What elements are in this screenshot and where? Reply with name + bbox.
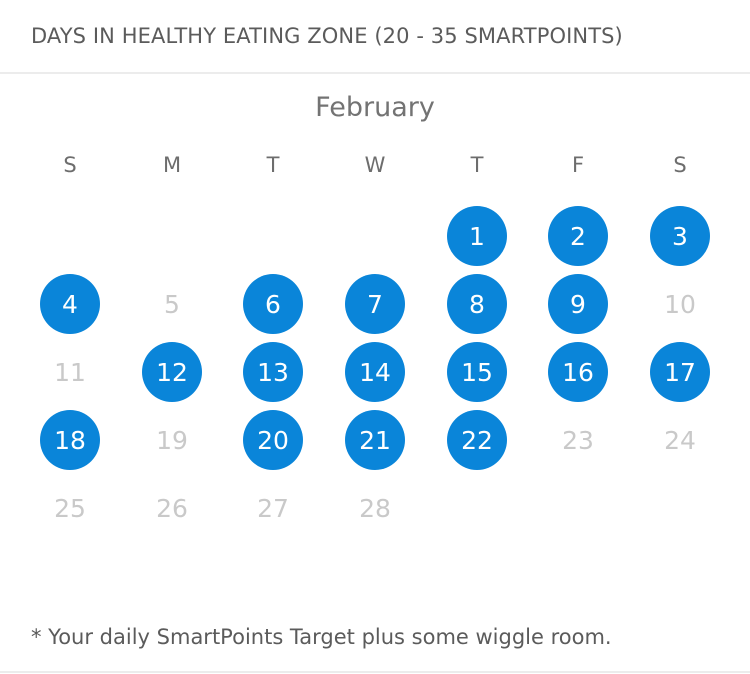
day-out-of-zone[interactable]: 19 [156, 425, 188, 455]
day-out-of-zone[interactable]: 10 [664, 289, 696, 319]
day-out-of-zone[interactable]: 11 [54, 357, 86, 387]
day-in-zone[interactable]: 7 [345, 274, 405, 334]
day-in-zone[interactable]: 1 [447, 206, 507, 266]
day-in-zone[interactable]: 14 [345, 342, 405, 402]
weekday-label: S [63, 153, 77, 177]
day-in-zone[interactable]: 18 [40, 410, 100, 470]
day-out-of-zone[interactable]: 5 [164, 289, 180, 319]
day-in-zone[interactable]: 4 [40, 274, 100, 334]
day-in-zone[interactable]: 17 [650, 342, 710, 402]
day-out-of-zone[interactable]: 27 [257, 493, 289, 523]
day-in-zone[interactable]: 2 [548, 206, 608, 266]
weekday-label: T [470, 153, 484, 177]
day-in-zone[interactable]: 6 [243, 274, 303, 334]
card-title: DAYS IN HEALTHY EATING ZONE (20 - 35 SMA… [31, 24, 623, 48]
weekday-label: T [266, 153, 280, 177]
weekday-label: F [571, 153, 585, 177]
footnote: * Your daily SmartPoints Target plus som… [31, 625, 612, 649]
weekday-label: M [162, 153, 182, 177]
day-in-zone[interactable]: 16 [548, 342, 608, 402]
day-in-zone[interactable]: 21 [345, 410, 405, 470]
day-in-zone[interactable]: 9 [548, 274, 608, 334]
bottom-divider [0, 671, 750, 673]
weekday-label: W [364, 153, 386, 177]
day-in-zone[interactable]: 22 [447, 410, 507, 470]
day-in-zone[interactable]: 12 [142, 342, 202, 402]
day-in-zone[interactable]: 15 [447, 342, 507, 402]
month-title: February [315, 92, 435, 123]
day-in-zone[interactable]: 13 [243, 342, 303, 402]
day-out-of-zone[interactable]: 24 [664, 425, 696, 455]
day-in-zone[interactable]: 3 [650, 206, 710, 266]
day-out-of-zone[interactable]: 26 [156, 493, 188, 523]
day-out-of-zone[interactable]: 23 [562, 425, 594, 455]
day-out-of-zone[interactable]: 25 [54, 493, 86, 523]
day-out-of-zone[interactable]: 28 [359, 493, 391, 523]
card-header: DAYS IN HEALTHY EATING ZONE (20 - 35 SMA… [0, 0, 750, 74]
day-in-zone[interactable]: 8 [447, 274, 507, 334]
weekday-label: S [673, 153, 687, 177]
day-in-zone[interactable]: 20 [243, 410, 303, 470]
